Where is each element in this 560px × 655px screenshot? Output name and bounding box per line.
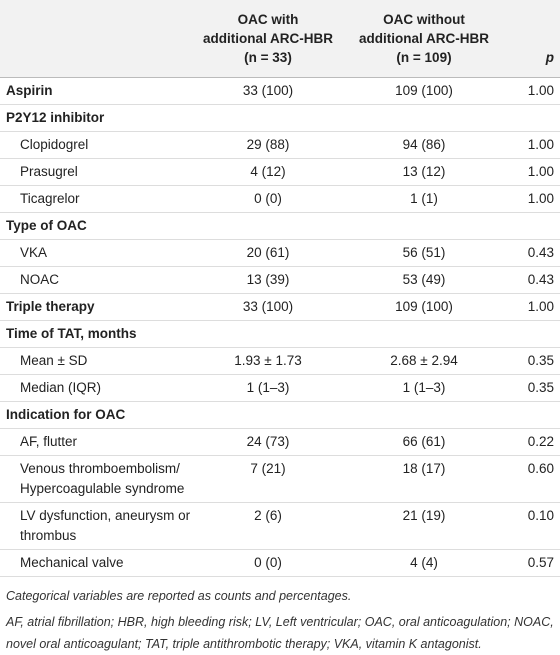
cell: 33 (100) [198, 77, 338, 105]
row-label: Venous thromboembolism/ Hypercoagulable … [0, 455, 198, 503]
row-label: Prasugrel [0, 158, 198, 186]
header-line: additional ARC-HBR [203, 31, 333, 46]
cell: 0 (0) [198, 549, 338, 577]
cell: 33 (100) [198, 293, 338, 321]
cell: 0 (0) [198, 185, 338, 213]
p-value: 0.35 [510, 374, 560, 402]
table-row: AF, flutter 24 (73) 66 (61) 0.22 [0, 428, 560, 456]
cell: 4 (4) [338, 549, 510, 577]
section-row: Indication for OAC [0, 401, 560, 429]
table-row: Ticagrelor 0 (0) 1 (1) 1.00 [0, 185, 560, 213]
row-label: Triple therapy [0, 293, 198, 321]
cell: 56 (51) [338, 239, 510, 267]
cell: 1 (1–3) [338, 374, 510, 402]
cell: 20 (61) [198, 239, 338, 267]
cell: 13 (39) [198, 266, 338, 294]
p-value: 0.35 [510, 347, 560, 375]
cell: 109 (100) [338, 77, 510, 105]
row-label: Clopidogrel [0, 131, 198, 159]
p-value: 0.57 [510, 549, 560, 577]
cell: 1 (1) [338, 185, 510, 213]
row-label: VKA [0, 239, 198, 267]
header-line: p [545, 50, 554, 65]
p-value: 0.10 [510, 502, 560, 550]
row-label: Mean ± SD [0, 347, 198, 375]
table-row: Aspirin 33 (100) 109 (100) 1.00 [0, 77, 560, 105]
footnote: AF, atrial fibrillation; HBR, high bleed… [6, 615, 554, 651]
section-heading: P2Y12 inhibitor [0, 104, 560, 132]
cell: 21 (19) [338, 502, 510, 550]
section-row: Time of TAT, months [0, 320, 560, 348]
table-row: Prasugrel 4 (12) 13 (12) 1.00 [0, 158, 560, 186]
row-label: NOAC [0, 266, 198, 294]
p-value: 0.43 [510, 266, 560, 294]
table-row: NOAC 13 (39) 53 (49) 0.43 [0, 266, 560, 294]
cell: 29 (88) [198, 131, 338, 159]
cell: 13 (12) [338, 158, 510, 186]
header-line: OAC without [383, 12, 465, 27]
cell: 24 (73) [198, 428, 338, 456]
footnote: Categorical variables are reported as co… [6, 589, 352, 603]
p-value: 1.00 [510, 293, 560, 321]
cell: 2.68 ± 2.94 [338, 347, 510, 375]
row-label: Aspirin [0, 77, 198, 105]
p-value: 0.60 [510, 455, 560, 503]
p-value: 1.00 [510, 77, 560, 105]
header-line: OAC with [237, 12, 299, 27]
table-row: Mechanical valve 0 (0) 4 (4) 0.57 [0, 549, 560, 577]
header-row: OAC with additional ARC-HBR (n = 33) OAC wi… [0, 0, 560, 78]
cell: 66 (61) [338, 428, 510, 456]
cell: 109 (100) [338, 293, 510, 321]
p-value: 1.00 [510, 158, 560, 186]
table-row: LV dysfunction, aneurysm or thrombus 2 (6… [0, 502, 560, 550]
cell: 4 (12) [198, 158, 338, 186]
section-heading: Time of TAT, months [0, 320, 560, 348]
row-label: AF, flutter [0, 428, 198, 456]
header-line: (n = 33) [244, 50, 292, 65]
table-row: Venous thromboembolism/ Hypercoagulable … [0, 455, 560, 503]
row-label: Mechanical valve [0, 549, 198, 577]
row-label: Ticagrelor [0, 185, 198, 213]
cell: 1.93 ± 1.73 [198, 347, 338, 375]
section-heading: Type of OAC [0, 212, 560, 240]
cell: 18 (17) [338, 455, 510, 503]
table-body: Aspirin 33 (100) 109 (100) 1.00 P2Y12 inhibi… [0, 77, 560, 577]
section-heading: Indication for OAC [0, 401, 560, 429]
table-row: Mean ± SD 1.93 ± 1.73 2.68 ± 2.94 0.35 [0, 347, 560, 375]
p-value: 1.00 [510, 185, 560, 213]
cell: 53 (49) [338, 266, 510, 294]
cell: 94 (86) [338, 131, 510, 159]
header-cell [0, 0, 198, 78]
footnotes: Categorical variables are reported as co… [0, 577, 560, 655]
data-table: OAC with additional ARC-HBR (n = 33) OAC wi… [0, 0, 560, 577]
table-row: VKA 20 (61) 56 (51) 0.43 [0, 239, 560, 267]
p-value: 0.43 [510, 239, 560, 267]
section-row: P2Y12 inhibitor [0, 104, 560, 132]
p-value: 0.22 [510, 428, 560, 456]
column-header: OAC with additional ARC-HBR (n = 33) [198, 0, 338, 78]
cell: 7 (21) [198, 455, 338, 503]
column-header: OAC without additional ARC-HBR (n = 109) [338, 0, 510, 78]
table-header: OAC with additional ARC-HBR (n = 33) OAC wi… [0, 0, 560, 78]
row-label: LV dysfunction, aneurysm or thrombus [0, 502, 198, 550]
row-label: Median (IQR) [0, 374, 198, 402]
p-value: 1.00 [510, 131, 560, 159]
cell: 2 (6) [198, 502, 338, 550]
header-line: additional ARC-HBR [359, 31, 489, 46]
table-row: Triple therapy 33 (100) 109 (100) 1.00 [0, 293, 560, 321]
column-header: p [510, 0, 560, 78]
section-row: Type of OAC [0, 212, 560, 240]
table-row: Median (IQR) 1 (1–3) 1 (1–3) 0.35 [0, 374, 560, 402]
table-row: Clopidogrel 29 (88) 94 (86) 1.00 [0, 131, 560, 159]
cell: 1 (1–3) [198, 374, 338, 402]
header-line: (n = 109) [396, 50, 452, 65]
